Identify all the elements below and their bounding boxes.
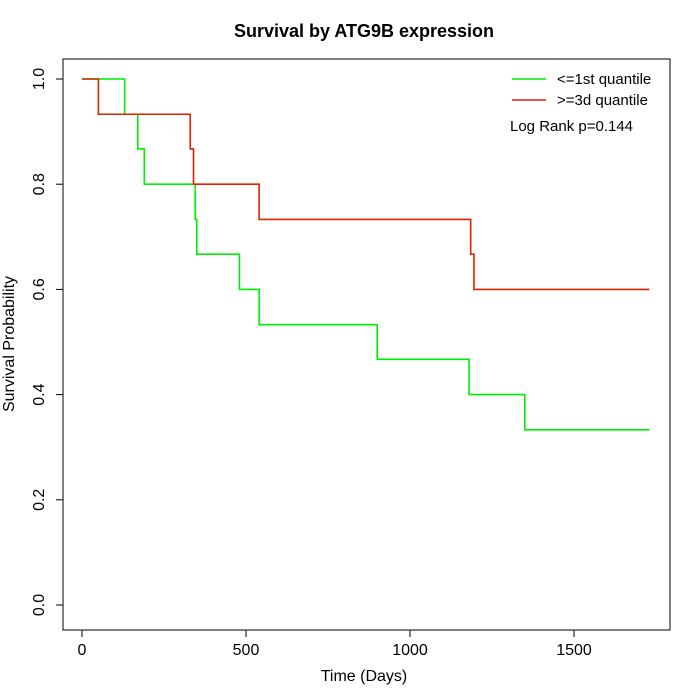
x-axis-label: Time (Days)	[321, 668, 408, 685]
y-axis: 0.0 0.2 0.4 0.6 0.8 1.0	[31, 68, 64, 616]
x-tick-label: 0	[78, 642, 87, 659]
y-tick-label: 0.0	[31, 594, 48, 616]
y-tick-label: 0.8	[31, 173, 48, 195]
x-tick-label: 500	[233, 642, 260, 659]
log-rank-annotation: Log Rank p=0.144	[510, 118, 633, 135]
y-tick-label: 0.4	[31, 383, 48, 405]
legend-label-low: <=1st quantile	[557, 71, 651, 88]
legend-label-high: >=3d quantile	[557, 92, 648, 109]
y-axis-label: Survival Probability	[1, 276, 18, 412]
chart-title: Survival by ATG9B expression	[234, 21, 494, 41]
x-axis: 0 500 1000 1500	[78, 629, 592, 659]
legend: <=1st quantile >=3d quantile Log Rank p=…	[510, 71, 651, 135]
x-tick-label: 1000	[392, 642, 428, 659]
y-tick-label: 0.6	[31, 278, 48, 300]
y-tick-label: 0.2	[31, 489, 48, 511]
y-tick-label: 1.0	[31, 68, 48, 90]
series-layer	[82, 78, 650, 431]
plot-frame	[62, 58, 671, 631]
km-curve-low-quantile	[82, 78, 650, 431]
km-curve-high-quantile	[82, 78, 650, 291]
x-tick-label: 1500	[556, 642, 592, 659]
